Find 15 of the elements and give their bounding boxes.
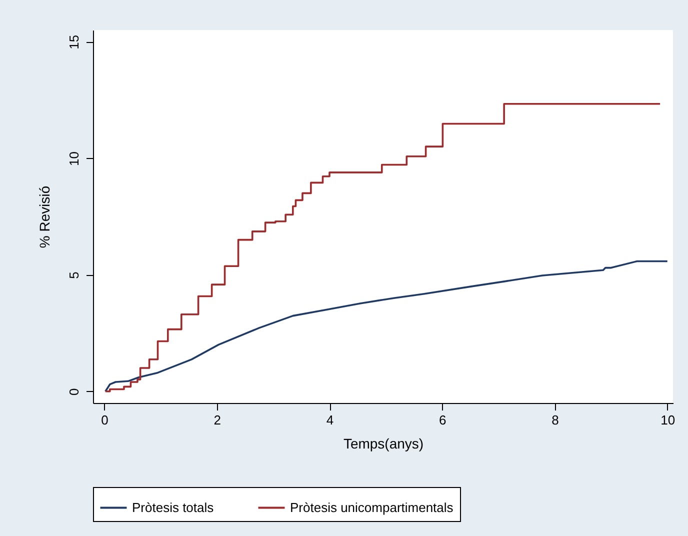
x-tick-label: 0 [101, 412, 108, 428]
y-tick-label: 5 [66, 272, 82, 279]
y-tick-label: 0 [66, 388, 82, 396]
legend-label: Pròtesis unicompartimentals [290, 500, 454, 515]
x-tick-label: 2 [214, 412, 221, 428]
x-tick-label: 10 [660, 412, 676, 428]
y-tick-label: 10 [66, 151, 82, 166]
y-axis-title: % Revisió [36, 186, 52, 248]
x-tick-label: 6 [439, 412, 446, 428]
x-tick-label: 8 [552, 412, 559, 428]
x-tick-label: 4 [326, 412, 334, 428]
legend-label: Pròtesis totals [132, 500, 214, 515]
line-series [104, 260, 668, 392]
y-tick-label: 15 [66, 34, 82, 50]
x-axis-title: Temps(anys) [343, 436, 424, 452]
